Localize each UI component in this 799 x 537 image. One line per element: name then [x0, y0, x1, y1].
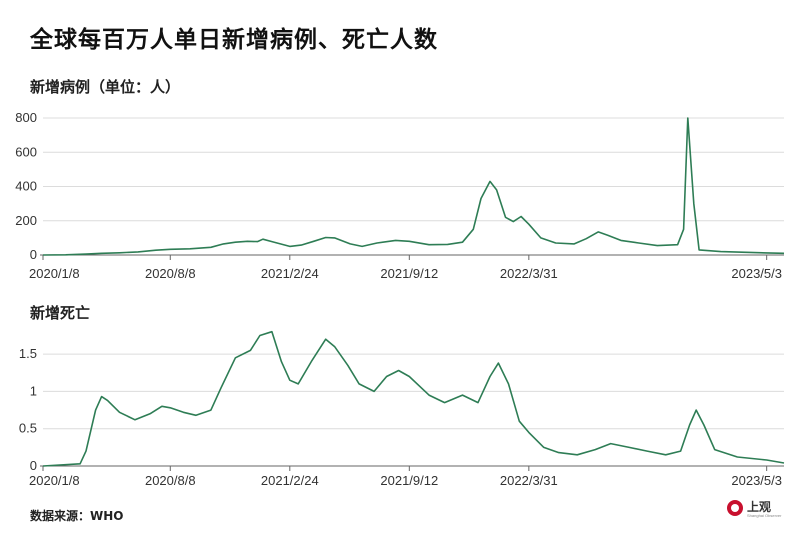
cases-x-tick-label: 2021/2/24	[261, 266, 319, 281]
deaths-x-tick-label: 2022/3/31	[500, 473, 558, 488]
logo-text: 上观	[747, 500, 772, 514]
cases-x-tick-label: 2021/9/12	[380, 266, 438, 281]
cases-y-tick-label: 400	[15, 179, 37, 194]
cases-y-tick-label: 800	[15, 110, 37, 125]
cases-x-tick-label: 2020/8/8	[145, 266, 196, 281]
cases-x-tick-label: 2020/1/8	[29, 266, 80, 281]
deaths-line-chart: 0 0.5 1 1.5 2020/1/8 2020/8/8 2021/2/24 2021/9/…	[19, 330, 785, 488]
cases-x-tick-label: 2023/5/3	[731, 266, 782, 281]
chart-title: 全球每百万人单日新增病例、死亡人数	[30, 27, 438, 53]
deaths-chart-title: 新增死亡	[30, 304, 91, 322]
cases-y-tick-label: 600	[15, 144, 37, 159]
cases-y-tick-label: 0	[30, 247, 37, 262]
logo-circle-icon	[727, 500, 743, 516]
cases-chart-title: 新增病例（单位：人）	[30, 78, 181, 96]
logo-small-text: Shanghai Observer	[747, 513, 782, 518]
deaths-x-tick-label: 2021/9/12	[380, 473, 438, 488]
cases-line-chart: 0 200 400 600 800 2020/1/8 2020/8/8 2021/2/24 20…	[15, 110, 785, 281]
data-source: 数据来源：WHO	[30, 509, 124, 523]
cases-x-tick-label: 2022/3/31	[500, 266, 558, 281]
deaths-x-tick-label: 2023/5/3	[731, 473, 782, 488]
deaths-y-tick-label: 1.5	[19, 346, 37, 361]
deaths-series-line	[42, 330, 785, 467]
deaths-y-tick-label: 0	[30, 458, 37, 473]
cases-y-tick-label: 200	[15, 213, 37, 228]
deaths-y-tick-label: 0.5	[19, 421, 37, 436]
deaths-x-tick-label: 2020/1/8	[29, 473, 80, 488]
cases-series-line	[42, 117, 785, 256]
deaths-x-tick-label: 2020/8/8	[145, 473, 196, 488]
deaths-y-tick-label: 1	[30, 383, 37, 398]
shanghai-observer-logo: 上观 Shanghai Observer	[727, 497, 787, 521]
deaths-x-tick-label: 2021/2/24	[261, 473, 319, 488]
